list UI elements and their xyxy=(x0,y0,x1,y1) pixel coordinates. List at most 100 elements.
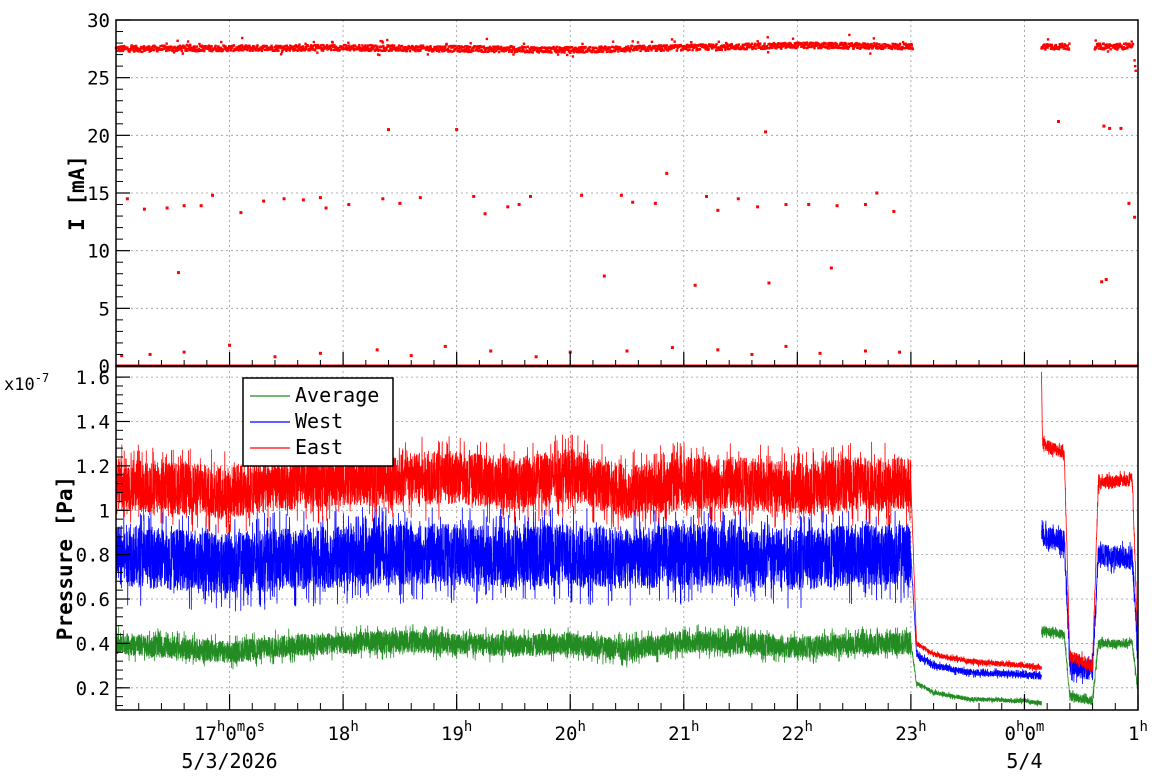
current-point xyxy=(141,50,144,54)
current-point xyxy=(273,49,276,53)
current-point xyxy=(720,48,724,51)
current-point xyxy=(605,48,608,52)
current-point xyxy=(568,46,572,49)
current-outlier-point xyxy=(120,354,124,358)
current-point xyxy=(734,47,738,50)
current-point xyxy=(357,45,360,49)
current-point xyxy=(366,45,369,49)
current-point xyxy=(475,47,478,51)
current-point xyxy=(536,49,540,52)
current-point xyxy=(515,50,519,53)
current-point xyxy=(130,44,133,47)
current-point xyxy=(513,51,516,54)
current-point xyxy=(867,45,870,48)
current-y-axis-label: I [mA] xyxy=(65,155,89,231)
current-point xyxy=(779,42,782,45)
current-point xyxy=(523,45,526,49)
current-point xyxy=(739,47,742,51)
current-point xyxy=(828,47,831,50)
current-point xyxy=(1101,46,1104,50)
x-tick-label-part: 0 xyxy=(1024,723,1035,745)
current-point xyxy=(588,46,592,49)
current-point xyxy=(375,48,378,52)
current-point xyxy=(227,48,230,52)
current-point xyxy=(239,48,243,52)
current-outlier-point xyxy=(125,197,129,201)
current-point xyxy=(240,44,243,47)
current-point xyxy=(839,41,842,45)
current-point xyxy=(310,44,313,47)
current-point xyxy=(881,43,884,46)
current-point xyxy=(449,50,453,53)
current-point xyxy=(504,49,508,52)
current-point xyxy=(1067,48,1071,51)
current-point xyxy=(700,45,704,49)
current-point xyxy=(754,47,758,50)
current-point xyxy=(729,44,732,48)
current-point xyxy=(702,44,705,48)
current-point xyxy=(787,43,791,47)
current-outlier-point xyxy=(764,130,768,134)
current-point xyxy=(342,47,345,50)
current-point xyxy=(884,46,887,49)
current-point xyxy=(556,53,560,56)
current-point xyxy=(332,48,336,52)
current-point xyxy=(675,49,679,52)
current-point xyxy=(868,45,872,49)
current-point xyxy=(832,42,836,46)
current-point xyxy=(1130,40,1133,43)
current-point xyxy=(358,44,361,47)
current-point xyxy=(117,45,120,49)
current-outlier-point xyxy=(784,203,788,207)
current-point xyxy=(181,52,185,55)
current-point xyxy=(379,48,382,51)
current-point xyxy=(842,45,845,48)
current-point xyxy=(868,43,871,46)
current-point xyxy=(237,49,240,52)
current-point xyxy=(1049,44,1052,48)
current-point xyxy=(478,49,482,52)
current-point xyxy=(569,51,572,55)
pressure-series-line xyxy=(1041,371,1139,674)
current-point xyxy=(271,46,274,50)
current-point xyxy=(775,46,778,50)
current-point xyxy=(567,47,570,51)
current-point xyxy=(607,50,611,53)
x-tick-label-part: h xyxy=(350,719,358,735)
current-point xyxy=(1131,42,1135,46)
current-point xyxy=(343,44,347,47)
current-point xyxy=(403,46,407,49)
current-outlier-point xyxy=(176,271,180,275)
current-point xyxy=(697,43,701,47)
current-point xyxy=(765,45,769,48)
current-point xyxy=(857,46,860,49)
current-point xyxy=(711,47,714,50)
current-point xyxy=(251,46,254,50)
current-outlier-point xyxy=(239,211,243,215)
current-point xyxy=(683,45,686,48)
current-point xyxy=(175,47,179,50)
current-point xyxy=(566,46,570,49)
current-point xyxy=(500,45,503,49)
current-y-tick-label: 0 xyxy=(99,356,110,378)
current-point xyxy=(750,42,754,46)
current-outlier-point xyxy=(1108,126,1112,130)
current-point xyxy=(830,46,834,50)
current-outlier-point xyxy=(892,209,896,213)
current-point xyxy=(386,38,389,42)
current-point xyxy=(1122,45,1126,49)
current-point xyxy=(636,41,640,44)
current-point xyxy=(615,45,619,49)
current-outlier-point xyxy=(472,194,476,198)
current-point xyxy=(1060,42,1064,45)
current-point xyxy=(260,49,264,53)
current-point xyxy=(462,46,465,49)
current-point xyxy=(1114,45,1118,48)
current-point xyxy=(911,47,914,51)
current-point xyxy=(347,46,351,50)
current-point xyxy=(503,47,507,51)
current-point xyxy=(304,42,307,46)
current-point xyxy=(306,45,310,48)
current-point xyxy=(750,46,753,49)
